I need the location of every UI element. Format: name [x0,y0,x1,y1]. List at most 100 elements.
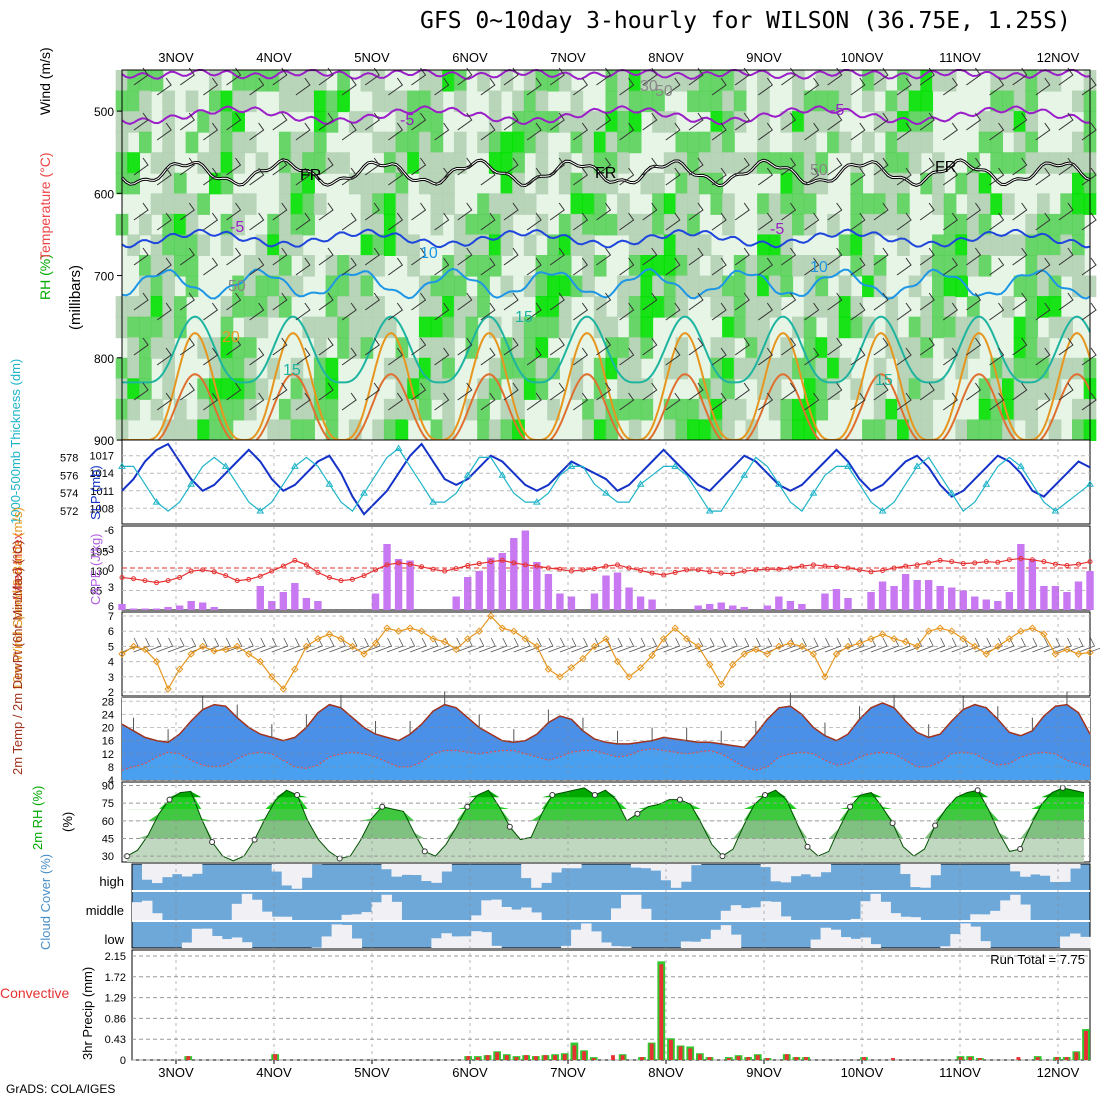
rh-cell [418,111,432,133]
cape-bar [394,559,403,610]
rh-cell [792,419,805,441]
rh-cell [430,275,444,298]
cloud-cell [191,864,203,874]
li-marker [626,565,632,571]
rh-cell [418,337,432,359]
temp-ylabel: 2m Temp / 2m DewPt (6hr Min/Max) (°C) [10,540,25,775]
wind-barb [642,382,658,401]
rh-cell [360,234,374,256]
rh-tick-label: 60 [102,816,114,828]
cloud-cell [880,901,891,920]
rh-cell [873,172,887,195]
rh-cell [757,255,770,277]
rh-cell [885,398,899,421]
wind-barb [388,347,404,366]
li-marker [776,566,782,572]
rh-cell [523,316,537,339]
rh-cell [780,172,794,195]
cloud-cell [860,937,871,948]
li-marker [131,576,137,582]
precip-conv-bar [514,1057,519,1060]
cloud-cell [481,900,492,920]
rh-cell [523,90,537,113]
wind-barb [295,347,311,366]
rh-cell [652,90,665,113]
wind-barb [341,347,357,366]
rh-cell [162,357,175,380]
rh-cell [547,398,560,421]
cloud-cell [591,931,602,948]
li-tick-label: 3 [108,582,114,594]
rh-cell [360,172,374,195]
wind-marker [648,651,656,660]
wind-barb [133,292,149,311]
rh-cell [558,316,572,339]
wind-barb [526,257,542,276]
wind-barb [989,167,1005,186]
cloud-cell [321,936,333,948]
wind-barb [827,292,843,311]
cloud-cell [231,937,243,948]
rh-cell [757,213,770,236]
rh-cell [885,193,899,215]
cape-bar [982,599,990,610]
wind-marker [1051,650,1060,658]
li-marker [1052,561,1058,567]
rh-cell [220,337,234,359]
wind-barb [734,337,750,356]
rh-cell [477,131,490,154]
wind-barb [156,212,172,231]
rh-cell [127,296,140,318]
cloud-cell [331,924,343,948]
rh-cell [908,111,922,133]
li-tick-label: 6 [108,601,114,613]
rh-cell [722,111,735,133]
rh-cell [500,193,514,215]
li-marker [753,567,759,573]
wind-marker [832,650,841,658]
li-marker [465,562,471,568]
wind-barb [896,122,912,141]
rh-cell [313,152,327,174]
cape-bar [187,601,195,610]
li-marker [211,569,217,575]
cloud-cell [840,937,851,948]
rh-cell [628,131,642,154]
wind-barb [341,122,357,141]
rh-cell [173,316,187,339]
rh-cell [278,398,292,421]
rh-marker [251,836,258,843]
rh-cell [127,152,140,174]
li-marker [649,570,655,576]
cape-bar [994,601,1002,610]
rh-cell [150,234,164,256]
thickness-marker [118,462,126,469]
rh-cell [617,193,630,215]
rh-cell [897,213,910,236]
rh-marker [379,803,386,810]
rh-cell [652,255,665,277]
cloud-cell [870,893,881,920]
cloud-cell [640,864,652,869]
rh-cell [1037,378,1050,400]
rh-cell [710,275,724,298]
rh-marker [209,839,216,845]
rh-cell [1013,378,1027,400]
cloud-cell [151,864,163,884]
surface-wind-barb [778,637,796,653]
rh-cell [348,275,362,298]
wind-marker [602,635,610,643]
thickness-marker [463,471,472,478]
wind-barb [295,167,311,186]
cape-bar [1074,581,1083,610]
rh-cell [605,213,619,236]
wind-barb [295,212,311,231]
wind-marker [1005,635,1014,643]
surface-wind-barb [663,637,681,653]
rh-cell [1025,296,1039,318]
rh-cell [278,234,292,256]
wind-barb [526,167,542,186]
rh-cell [138,255,152,277]
thickness-marker [1051,507,1060,514]
wind-barb [642,112,658,131]
